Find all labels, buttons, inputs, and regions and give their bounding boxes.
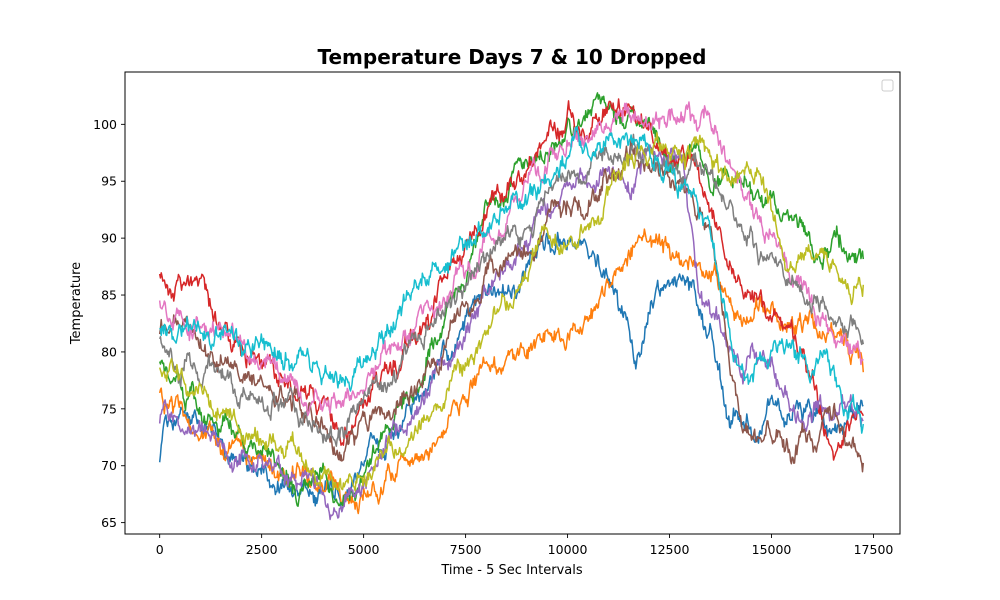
series-line-2	[158, 228, 865, 515]
series-line-5	[158, 144, 864, 521]
y-tick-label: 65	[101, 515, 117, 530]
x-axis-title: Time - 5 Sec Intervals	[440, 563, 582, 578]
legend-box	[881, 79, 894, 92]
y-tick-label: 75	[101, 401, 117, 416]
x-tick-label: 7500	[450, 542, 482, 557]
series-line-10	[159, 126, 865, 434]
x-tick-label: 10000	[548, 542, 588, 557]
series-group	[158, 92, 865, 521]
y-axis: 65 70 75 80 85 90 95 100	[93, 117, 125, 530]
y-tick-label: 100	[93, 117, 117, 132]
chart-title: Temperature Days 7 & 10 Dropped	[317, 45, 706, 69]
series-line-9	[158, 132, 865, 492]
plot-area-frame	[124, 71, 901, 535]
x-tick-label: 0	[156, 542, 164, 557]
y-tick-label: 85	[101, 288, 117, 303]
x-axis: 0 2500 5000 7500 10000 12500 15000 17500	[156, 534, 894, 557]
y-tick-label: 80	[101, 344, 117, 359]
x-tick-label: 5000	[348, 542, 380, 557]
y-tick-label: 90	[101, 231, 117, 246]
y-axis-title: Temperature	[69, 262, 84, 345]
y-tick-label: 95	[101, 174, 117, 189]
series-line-8	[158, 133, 865, 447]
y-tick-label: 70	[101, 458, 117, 473]
x-tick-label: 17500	[854, 542, 894, 557]
series-line-4	[158, 98, 864, 461]
x-tick-label: 2500	[246, 542, 278, 557]
x-tick-label: 15000	[752, 542, 792, 557]
x-tick-label: 12500	[650, 542, 690, 557]
